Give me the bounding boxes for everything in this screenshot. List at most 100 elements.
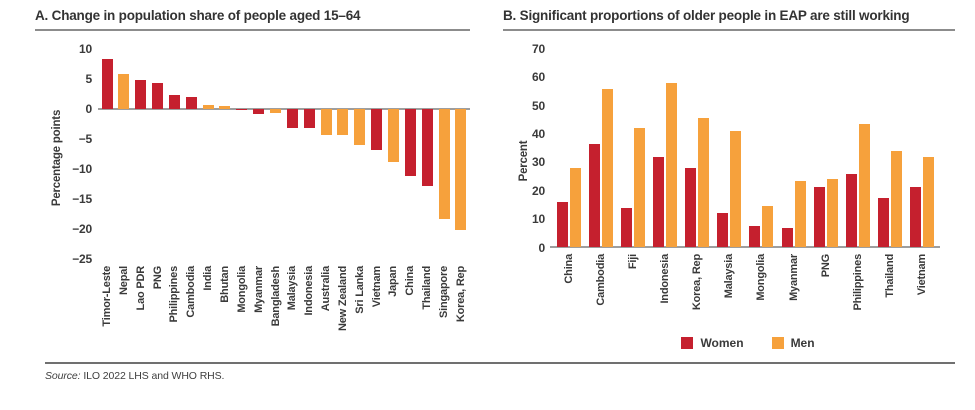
zero-line: [98, 108, 470, 110]
bar-men-korea-rep: [698, 118, 710, 248]
x-axis-label: Cambodia: [594, 254, 607, 306]
source-divider: [45, 362, 955, 364]
bar-women-korea-rep: [685, 168, 697, 248]
x-axis-label: Indonesia: [658, 254, 671, 304]
x-axis-label: Timor-Leste: [101, 266, 113, 327]
legend: Women Men: [556, 336, 940, 350]
x-axis-label: Philippines: [168, 266, 181, 323]
men-legend-swatch: [771, 337, 784, 349]
panel-a-y-axis-label: Percentage points: [51, 109, 63, 207]
bar-men-mongolia: [762, 206, 774, 248]
bar-women-indonesia: [652, 156, 664, 248]
legend-item-men: Men: [771, 336, 815, 350]
x-axis-label: Vietnam: [916, 254, 929, 296]
x-axis-label: Australia: [320, 266, 333, 312]
source-text: ILO 2022 LHS and WHO RHS.: [80, 370, 225, 382]
bar-women-malaysia: [717, 213, 729, 248]
x-axis-label: Myanmar: [787, 254, 800, 301]
y-tick-label: 5: [85, 72, 93, 86]
baseline: [550, 246, 940, 248]
women-legend-swatch: [681, 337, 694, 349]
bar-women-png: [813, 186, 825, 248]
bar-png: [152, 83, 164, 109]
bar-bangladesh: [270, 109, 281, 114]
x-axis-label: India: [202, 266, 215, 291]
bar-men-png: [826, 179, 838, 248]
x-axis-label: PNG: [819, 254, 832, 278]
bar-men-philippines: [858, 124, 870, 248]
bar-timor-leste: [101, 59, 113, 109]
x-axis-label: Fiji: [626, 254, 639, 270]
panel-b-y-axis-label: Percent: [518, 140, 530, 182]
x-axis-label: New Zealand: [336, 266, 349, 332]
bar-women-cambodia: [588, 143, 600, 248]
x-axis-label: Thailand: [421, 266, 434, 310]
bar-nepal: [118, 74, 130, 109]
bar-women-myanmar: [781, 227, 793, 248]
x-axis-label: PNG: [151, 266, 164, 290]
x-axis-label: Korea, Rep: [454, 266, 467, 323]
bar-philippines: [168, 95, 180, 109]
bar-myanmar: [253, 109, 265, 114]
x-axis-label: Japan: [387, 266, 400, 297]
bar-women-mongolia: [749, 226, 761, 248]
bar-cambodia: [185, 97, 197, 109]
bar-men-malaysia: [730, 131, 742, 248]
bar-korea-rep: [455, 109, 467, 230]
y-tick-label: 10: [79, 42, 92, 56]
x-axis-label: Korea, Rep: [691, 254, 704, 311]
bar-men-china: [569, 168, 581, 248]
x-axis-label: China: [562, 254, 575, 284]
legend-item-women: Women: [681, 336, 744, 350]
bar-india: [202, 105, 214, 109]
bar-men-indonesia: [665, 83, 677, 248]
bar-men-cambodia: [601, 88, 613, 248]
bar-women-vietnam: [910, 186, 922, 248]
x-axis-label: Sri Lanka: [353, 266, 366, 314]
y-tick-label: 70: [532, 41, 545, 56]
x-axis-label: Mongolia: [755, 254, 768, 301]
bar-men-fiji: [633, 128, 645, 248]
bar-women-fiji: [620, 207, 632, 248]
x-axis-label: Vietnam: [370, 266, 383, 308]
bar-australia: [320, 109, 332, 135]
x-axis-label: Singapore: [438, 266, 450, 318]
x-axis-label: Lao PDR: [134, 266, 147, 311]
x-axis-label: Philippines: [851, 254, 864, 311]
x-axis-label: Indonesia: [303, 266, 316, 316]
bar-lao-pdr: [135, 79, 147, 109]
y-tick-label: 10: [532, 212, 545, 227]
panel-a-title: A. Change in population share of people …: [35, 8, 361, 23]
legend-label-men: Men: [790, 336, 815, 350]
x-axis-label: Mongolia: [235, 266, 248, 313]
x-axis-label: Nepal: [117, 266, 130, 295]
x-axis-label: Cambodia: [185, 266, 198, 318]
bar-indonesia: [303, 109, 315, 129]
x-axis-label: Bhutan: [218, 266, 231, 303]
bar-japan: [387, 109, 399, 162]
x-axis-label: China: [404, 266, 417, 296]
bar-mongolia: [236, 109, 248, 110]
bar-new-zealand: [337, 109, 349, 136]
bar-men-myanmar: [794, 180, 806, 248]
x-axis-label: Myanmar: [252, 266, 265, 313]
bar-thailand: [421, 109, 433, 186]
panel-b-title-rule: [503, 29, 955, 31]
bar-singapore: [438, 109, 450, 219]
x-axis-label: Bangladesh: [269, 266, 282, 327]
panel-b-title: B. Significant proportions of older peop…: [503, 8, 910, 23]
bar-vietnam: [371, 109, 383, 150]
source-note: Source: ILO 2022 LHS and WHO RHS.: [45, 370, 224, 382]
bar-men-vietnam: [923, 156, 935, 248]
bar-sri-lanka: [354, 109, 366, 145]
x-axis-label: Malaysia: [723, 254, 736, 299]
legend-label-women: Women: [700, 336, 744, 350]
bar-bhutan: [219, 106, 231, 109]
bar-women-thailand: [878, 197, 889, 248]
y-tick-label: 60: [532, 70, 545, 85]
bar-men-thailand: [891, 151, 902, 248]
bar-china: [404, 109, 416, 176]
panel-a-title-rule: [35, 29, 470, 31]
y-tick-label: 50: [532, 98, 545, 113]
